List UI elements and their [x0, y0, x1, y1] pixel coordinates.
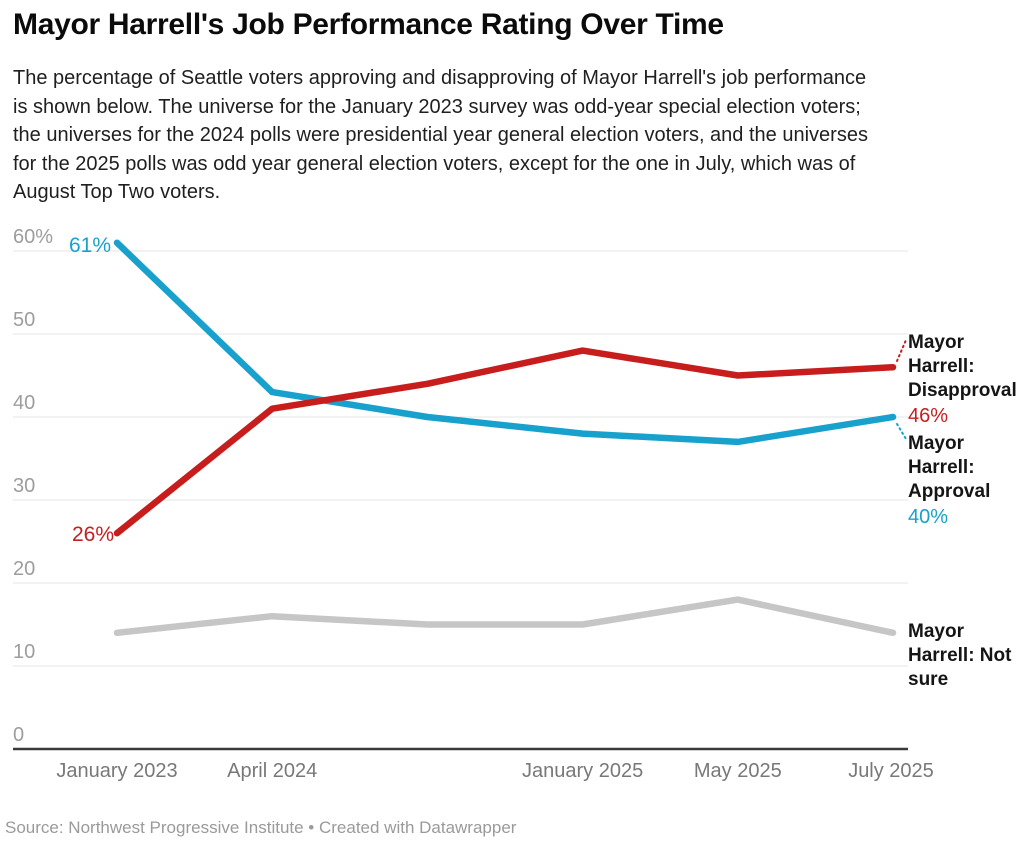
description-line: August Top Two voters. — [13, 181, 221, 204]
description-line: is shown below. The universe for the Jan… — [13, 95, 861, 118]
series-lines — [113, 239, 897, 637]
disapproval-series-label: Mayor Harrell: Disapproval 46% — [908, 331, 1024, 428]
y-tick-label: 40 — [13, 392, 35, 414]
approval-connector-line — [896, 423, 907, 440]
x-tick-label: July 2025 — [848, 760, 934, 782]
x-tick-label: May 2025 — [694, 760, 782, 782]
approval-series-label: Mayor Harrell: Approval 40% — [908, 432, 1024, 529]
y-tick-label: 10 — [13, 641, 35, 663]
source-attribution: Source: Northwest Progressive Institute … — [5, 818, 517, 837]
x-tick-label: April 2024 — [227, 760, 317, 782]
disapproval-end-value-label: 46% — [908, 405, 949, 427]
y-axis-tick-labels: 60% 50 40 30 20 10 0 — [13, 226, 53, 746]
disapproval-series-name: Mayor Harrell: Disapproval — [908, 332, 1017, 401]
chart-title: Mayor Harrell's Job Performance Rating O… — [13, 8, 724, 41]
y-tick-label: 20 — [13, 558, 35, 580]
y-tick-label: 60% — [13, 226, 53, 248]
x-tick-label: January 2023 — [56, 760, 177, 782]
y-tick-label: 30 — [13, 475, 35, 497]
not-sure-series-label: Mayor Harrell: Not sure — [908, 620, 1024, 692]
approval-series-name: Mayor Harrell: Approval — [908, 433, 991, 502]
x-tick-label: January 2025 — [522, 760, 643, 782]
approval-start-value-label: 61% — [69, 234, 111, 257]
approval-line — [113, 239, 897, 446]
x-axis-tick-labels: January 2023 April 2024 January 2025 May 20… — [56, 760, 933, 782]
description-line: for the 2025 polls was odd year general … — [13, 152, 856, 175]
chart-description: The percentage of Seattle voters approvi… — [13, 64, 1017, 207]
not-sure-series-name: Mayor Harrell: Not sure — [908, 621, 1012, 690]
approval-end-value-label: 40% — [908, 506, 949, 528]
disapproval-connector-line — [896, 339, 907, 362]
gridlines — [13, 250, 908, 751]
disapproval-start-value-label: 26% — [72, 523, 114, 546]
description-line: The percentage of Seattle voters approvi… — [13, 67, 867, 89]
disapproval-line — [113, 347, 897, 537]
y-tick-label: 50 — [13, 309, 35, 331]
not-sure-line — [113, 596, 897, 637]
description-line: the universes for the 2024 polls were pr… — [13, 124, 868, 147]
y-tick-label: 0 — [13, 724, 24, 746]
